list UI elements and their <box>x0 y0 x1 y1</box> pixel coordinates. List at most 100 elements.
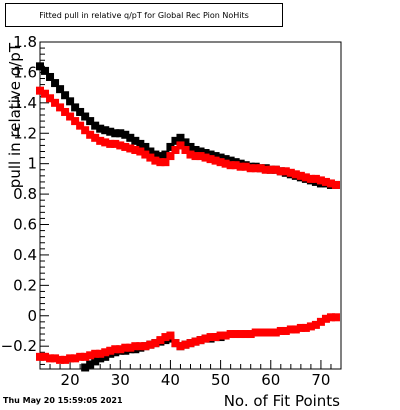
series-1-point <box>151 156 160 165</box>
series-1-point <box>226 161 235 170</box>
series-1-point <box>256 164 265 173</box>
series-1-point <box>71 117 80 126</box>
series-0-point <box>226 156 235 165</box>
series-3-point <box>136 342 145 351</box>
series-0-point <box>206 150 215 159</box>
series-3-point <box>276 326 285 335</box>
chart-title-box: Fitted pull in relative q/pT for Global … <box>5 3 283 27</box>
series-0-point <box>161 150 170 159</box>
series-1-point <box>241 162 250 171</box>
series-1-point <box>201 153 210 162</box>
series-3-point <box>141 342 150 351</box>
series-0-point <box>71 103 80 112</box>
series-3-point <box>221 331 230 340</box>
series-0-point <box>216 153 225 162</box>
plot-frame <box>39 41 342 370</box>
series-3-point <box>191 337 200 346</box>
series-1-point <box>321 177 330 186</box>
y-tick-label: 0.6 <box>13 216 37 234</box>
series-1-point <box>116 141 125 150</box>
series-0-point <box>191 145 200 154</box>
series-1-point <box>96 136 105 145</box>
series-2-point <box>91 357 100 366</box>
axis-ticks <box>39 41 342 369</box>
series-3-point <box>46 354 55 363</box>
series-1-point <box>206 155 215 164</box>
x-tick-label: 20 <box>61 371 80 389</box>
series-0-point <box>156 152 165 161</box>
series-0-point <box>101 126 110 135</box>
x-tick-label: 30 <box>111 371 130 389</box>
series-3-point <box>111 345 120 354</box>
series-3-point <box>311 320 320 329</box>
series-3-point <box>41 352 50 361</box>
series-3-point <box>126 343 135 352</box>
y-tick-label: 0.2 <box>13 276 37 294</box>
series-3-point <box>281 326 290 335</box>
series-3-point <box>226 330 235 339</box>
series-0-point <box>96 124 105 133</box>
series-0-point <box>111 129 120 138</box>
series-0-point <box>186 142 195 151</box>
y-tick-label: −0.2 <box>1 337 37 355</box>
y-tick-label: 1.8 <box>13 33 37 51</box>
series-0-point <box>41 66 50 75</box>
series-0-point <box>181 138 190 147</box>
timestamp: Thu May 20 15:59:05 2021 <box>3 396 123 405</box>
series-1-point <box>221 159 230 168</box>
series-1-point <box>111 139 120 148</box>
tick-labels: 20 30 40 50 60 70 −0.2 0 0.2 0.4 0.6 0.8 1 1.2 1.4 1.6 1… <box>1 33 331 389</box>
series-3-point <box>116 345 125 354</box>
y-tick-label: 1 <box>27 155 37 173</box>
series-1-point <box>81 126 90 135</box>
series-2-point <box>101 352 110 361</box>
y-tick-label: 1.2 <box>13 124 37 142</box>
series-1-point <box>181 145 190 154</box>
series-3-point <box>91 349 100 358</box>
series-3-point <box>246 330 255 339</box>
series-1-point <box>251 164 260 173</box>
series-1-point <box>296 171 305 180</box>
series-3-point <box>56 355 65 364</box>
series-1-point <box>76 121 85 130</box>
series-0-point <box>136 139 145 148</box>
series-3-point <box>316 317 325 326</box>
series-0-point <box>51 79 60 88</box>
series-1-point <box>281 167 290 176</box>
series-1-point <box>191 152 200 161</box>
y-tick-label: 0.8 <box>13 185 37 203</box>
series-3-point <box>61 355 70 364</box>
series-1-point <box>236 162 245 171</box>
series-3-point <box>76 352 85 361</box>
series-0-point <box>81 112 90 121</box>
series-0-point <box>76 107 85 116</box>
series-1-point <box>91 133 100 142</box>
series-1-point <box>166 152 175 161</box>
series-3-point <box>271 328 280 337</box>
series-3-point <box>326 313 335 322</box>
series-0-point <box>91 121 100 130</box>
series-3-point <box>301 323 310 332</box>
series-0-point <box>116 129 125 138</box>
series-2-point <box>81 363 90 372</box>
series-0-point <box>46 72 55 81</box>
series-3-point <box>181 340 190 349</box>
y-tick-label: 1.4 <box>13 94 37 112</box>
series-3-point <box>36 352 44 361</box>
series-3-point <box>146 340 155 349</box>
series-1-point <box>306 174 315 183</box>
series-3-point <box>161 333 170 342</box>
series-3-point <box>261 328 270 337</box>
series-1-point <box>196 152 205 161</box>
y-axis-title: pull in relative q/pT <box>6 42 24 188</box>
y-tick-label: 1.6 <box>13 63 37 81</box>
x-tick-label: 40 <box>161 371 180 389</box>
series-0-point <box>61 91 70 100</box>
x-tick-label: 70 <box>311 371 330 389</box>
chart-title: Fitted pull in relative q/pT for Global … <box>39 10 249 20</box>
series-1-point <box>161 158 170 167</box>
series-0-point <box>196 147 205 156</box>
series-1-point <box>121 142 130 151</box>
series-1-point <box>156 158 165 167</box>
